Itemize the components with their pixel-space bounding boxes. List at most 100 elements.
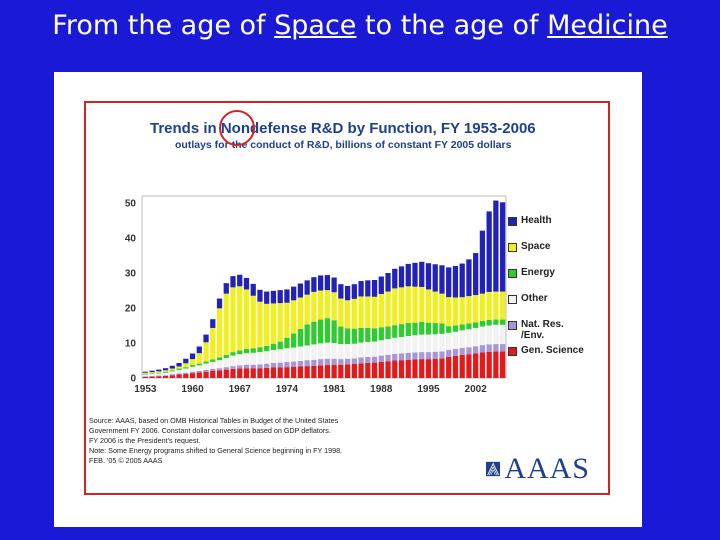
- bar-segment: [446, 350, 452, 357]
- bar-segment: [216, 368, 223, 371]
- y-tick-label: 40: [125, 234, 137, 245]
- bar-segment: [479, 230, 486, 294]
- bar-segment: [250, 364, 256, 369]
- bar-segment: [183, 372, 189, 374]
- bar-segment: [250, 348, 256, 353]
- bar-segment: [338, 364, 344, 378]
- bar-segment: [216, 308, 223, 358]
- bar-segment: [419, 261, 425, 287]
- slide-title-medicine: Medicine: [547, 10, 668, 41]
- bar-segment: [405, 286, 411, 324]
- bar-segment: [500, 351, 506, 378]
- bar-segment: [432, 264, 438, 292]
- bar-segment: [203, 371, 209, 378]
- bar-segment: [486, 291, 492, 320]
- bar-segment: [500, 202, 506, 292]
- bar-segment: [196, 371, 202, 373]
- bar-segment: [479, 320, 486, 327]
- bar-segment: [446, 357, 452, 378]
- bar-segment: [250, 283, 256, 296]
- bar-segment: [486, 325, 492, 345]
- bar-segment: [331, 320, 337, 343]
- bar-segment: [257, 301, 263, 348]
- bar-segment: [459, 263, 465, 298]
- bar-segment: [149, 372, 155, 374]
- x-tick-label: 1981: [323, 384, 346, 395]
- bar-segment: [486, 211, 492, 292]
- aaas-logo-text: AAAS: [504, 452, 590, 485]
- chart-legend: Health Space Energy Other Nat. Res./Env. Gen.…: [508, 215, 590, 371]
- bar-segment: [230, 366, 236, 369]
- bar-segment: [412, 262, 418, 287]
- bar-segment: [500, 319, 506, 325]
- legend-swatch: [508, 347, 517, 356]
- bar-segment: [371, 356, 378, 363]
- bar-segment: [425, 359, 432, 378]
- bar-segment: [297, 346, 304, 361]
- bar-segment: [284, 302, 290, 338]
- bar-segment: [466, 323, 472, 330]
- bar-segment: [210, 319, 216, 328]
- bar-segment: [277, 290, 283, 304]
- bar-segment: [385, 326, 391, 340]
- bar-segment: [331, 277, 337, 293]
- legend-label: Gen. Science: [521, 345, 584, 356]
- bar-segment: [216, 298, 223, 309]
- bar-segment: [176, 369, 182, 374]
- bar-segment: [264, 363, 270, 368]
- bar-segment: [230, 287, 236, 353]
- bar-segment: [324, 365, 330, 378]
- source-note: Source: AAAS, based on OMB Historical Ta…: [89, 416, 379, 466]
- bar-segment: [223, 354, 229, 359]
- slide-title-part-3: to the age of: [356, 10, 548, 41]
- bar-segment: [459, 354, 465, 378]
- bar-segment: [459, 347, 465, 355]
- source-line: FEB. '05 © 2005 AAAS: [89, 456, 163, 465]
- chart-subtitle: outlays for the conduct of R&D, billions…: [175, 139, 512, 151]
- aaas-logo: AAAS: [486, 452, 590, 486]
- bar-segment: [419, 322, 425, 335]
- bar-segment: [169, 365, 175, 369]
- legend-label: Health: [521, 215, 552, 226]
- bar-segment: [291, 361, 297, 367]
- legend-item: Nat. Res./Env.: [508, 319, 590, 345]
- bar-segment: [439, 265, 445, 294]
- bar-segment: [500, 291, 506, 320]
- bar-segment: [243, 277, 250, 290]
- bar-segment: [176, 362, 182, 367]
- bar-segment: [466, 329, 472, 348]
- bar-segment: [311, 359, 317, 366]
- bar-segment: [257, 289, 263, 302]
- bar-segment: [189, 353, 196, 360]
- bar-segment: [452, 325, 459, 332]
- bar-segment: [351, 343, 357, 359]
- bar-segment: [142, 376, 148, 377]
- bar-segment: [176, 374, 182, 378]
- bar-segment: [385, 361, 391, 378]
- bar-segment: [466, 259, 472, 297]
- bar-segment: [156, 369, 162, 372]
- bar-segment: [176, 368, 182, 370]
- bar-segment: [466, 347, 472, 355]
- bar-segment: [331, 292, 337, 321]
- bar-segment: [398, 360, 405, 378]
- bar-segment: [189, 366, 196, 372]
- bar-segment: [196, 346, 202, 354]
- bar-segment: [156, 372, 162, 374]
- bar-segment: [162, 371, 169, 373]
- bar-segment: [169, 374, 175, 376]
- bar-segment: [439, 293, 445, 324]
- bar-segment: [358, 363, 364, 378]
- bar-segment: [446, 326, 452, 333]
- bar-segment: [311, 344, 317, 360]
- legend-label: Energy: [521, 267, 555, 278]
- slide-title-space: Space: [274, 10, 357, 41]
- bar-segment: [277, 341, 283, 350]
- highlight-circle: [219, 110, 255, 146]
- bar-segment: [264, 345, 270, 352]
- bar-segment: [196, 363, 202, 366]
- bar-segment: [479, 345, 486, 353]
- bar-segment: [149, 375, 155, 377]
- bar-segment: [176, 366, 182, 369]
- bar-segment: [230, 355, 236, 367]
